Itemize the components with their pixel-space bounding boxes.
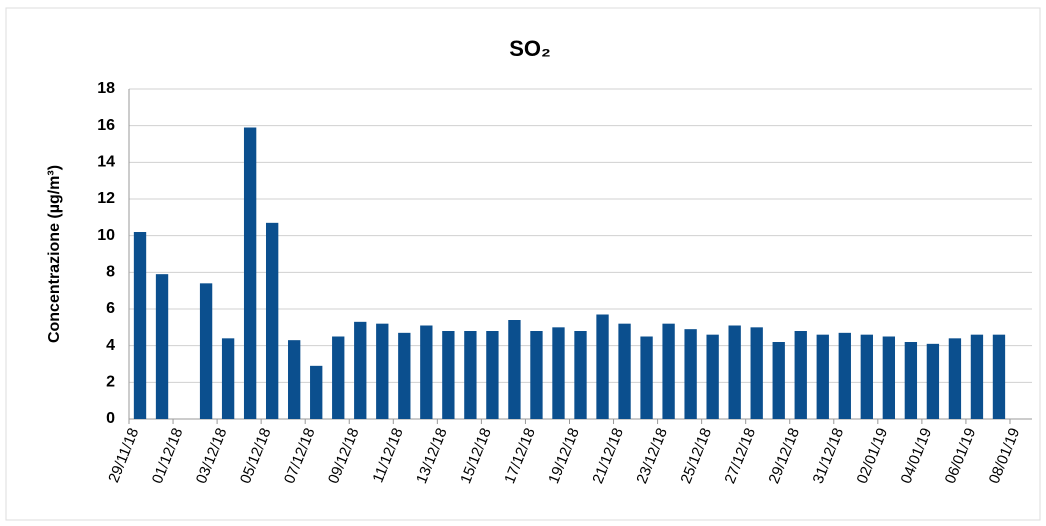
bar bbox=[155, 274, 169, 419]
y-tick-label: 2 bbox=[106, 374, 115, 391]
bar bbox=[486, 331, 499, 419]
bar bbox=[332, 336, 345, 419]
y-tick-label: 10 bbox=[97, 227, 115, 244]
y-tick-label: 6 bbox=[106, 300, 115, 317]
bar bbox=[398, 332, 411, 419]
bar bbox=[618, 323, 631, 419]
y-tick-label: 8 bbox=[106, 264, 115, 281]
bar bbox=[221, 338, 235, 419]
bar bbox=[530, 331, 543, 419]
bar bbox=[552, 327, 565, 419]
y-tick-label: 18 bbox=[97, 80, 115, 97]
bar bbox=[948, 338, 962, 419]
bar bbox=[354, 321, 367, 419]
bar bbox=[464, 331, 477, 419]
y-tick-label: 4 bbox=[106, 337, 115, 354]
bar bbox=[640, 336, 653, 419]
y-tick-label: 0 bbox=[106, 410, 115, 427]
bar bbox=[706, 334, 719, 419]
bar bbox=[926, 343, 940, 419]
bar bbox=[970, 334, 984, 419]
bar bbox=[662, 323, 675, 419]
bar bbox=[199, 283, 213, 419]
bar bbox=[376, 323, 389, 419]
bar bbox=[772, 342, 785, 419]
bar bbox=[243, 127, 257, 419]
bar bbox=[288, 340, 301, 419]
y-tick-label: 16 bbox=[97, 117, 115, 134]
bar bbox=[310, 365, 323, 419]
bar bbox=[596, 314, 609, 419]
bar bbox=[442, 331, 455, 419]
chart-title: SO₂ bbox=[509, 36, 551, 61]
bar bbox=[574, 331, 587, 419]
bar bbox=[816, 334, 829, 419]
bar bbox=[882, 336, 896, 419]
bar bbox=[133, 232, 147, 419]
bar bbox=[420, 325, 433, 419]
bar bbox=[728, 325, 741, 419]
bar bbox=[992, 334, 1006, 419]
y-axis-label: Concentrazione (µg/m³) bbox=[46, 165, 63, 343]
bar bbox=[265, 222, 279, 419]
chart-frame bbox=[5, 7, 1041, 521]
bar bbox=[860, 334, 873, 419]
bar bbox=[794, 331, 807, 419]
bar bbox=[508, 320, 521, 419]
bar bbox=[838, 332, 851, 419]
y-tick-label: 12 bbox=[97, 190, 115, 207]
y-tick-label: 14 bbox=[97, 154, 115, 171]
bar bbox=[684, 329, 697, 419]
bar bbox=[750, 327, 763, 419]
bar bbox=[904, 342, 918, 419]
